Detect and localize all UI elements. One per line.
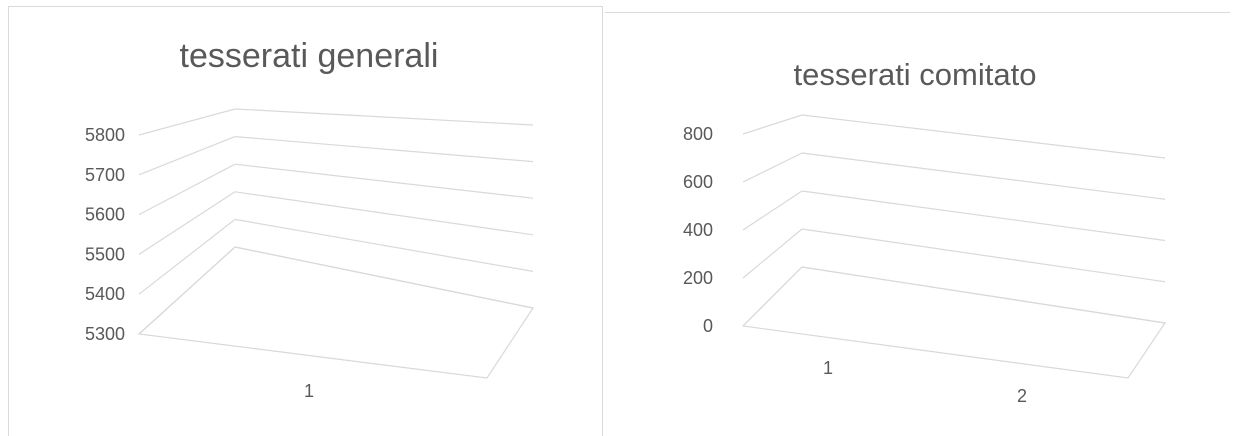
gridline-side bbox=[742, 152, 803, 183]
gridline-side bbox=[138, 191, 236, 255]
chart-floor bbox=[137, 246, 534, 379]
gridline bbox=[234, 246, 534, 309]
gridline bbox=[234, 218, 534, 272]
gridline-side bbox=[742, 114, 803, 135]
gridline-side bbox=[742, 266, 803, 327]
y-tick-label: 5700 bbox=[85, 165, 125, 185]
gridline bbox=[234, 191, 534, 236]
gridline bbox=[234, 163, 534, 199]
gridline-side bbox=[742, 228, 803, 279]
y-tick-label: 5300 bbox=[85, 324, 125, 344]
gridlines bbox=[138, 108, 534, 335]
y-tick-label: 5800 bbox=[85, 125, 125, 145]
y-tick-label: 5600 bbox=[85, 205, 125, 225]
x-axis-ticks: 12 bbox=[823, 358, 1027, 406]
gridline-side bbox=[138, 246, 236, 335]
y-axis-ticks: 0 200 400 600 800 bbox=[683, 124, 713, 336]
y-tick-label: 5500 bbox=[85, 244, 125, 264]
x-tick-label: 2 bbox=[1017, 386, 1027, 406]
chart-title: tesserati comitato bbox=[794, 57, 1037, 92]
gridline bbox=[801, 228, 1166, 283]
chart-panel-left: tesserati generali 5300 5400 5500 5600 5700 5… bbox=[8, 6, 603, 436]
gridline-side bbox=[742, 190, 803, 231]
chart-floor bbox=[741, 266, 1167, 379]
x-tick-label: 1 bbox=[823, 358, 833, 378]
chart-title: tesserati generali bbox=[180, 37, 439, 75]
chart-tesserati-generali: tesserati generali 530054005500560057005… bbox=[85, 37, 534, 401]
gridline bbox=[234, 136, 534, 163]
gridline bbox=[801, 152, 1166, 200]
gridline bbox=[801, 266, 1166, 324]
y-tick-label: 0 bbox=[703, 316, 713, 336]
y-axis-ticks: 5300 5400 5500 5600 5700 5800 bbox=[85, 125, 125, 344]
gridline bbox=[801, 190, 1166, 242]
y-tick-label: 800 bbox=[683, 124, 713, 144]
gridline-side bbox=[138, 163, 236, 216]
gridline-side bbox=[138, 218, 236, 295]
x-axis-ticks: 1 bbox=[304, 381, 314, 401]
gridline-side bbox=[138, 108, 236, 136]
gridlines bbox=[742, 114, 1166, 327]
floor-outline bbox=[741, 266, 1167, 379]
y-tick-label: 5400 bbox=[85, 284, 125, 304]
y-tick-label: 400 bbox=[683, 220, 713, 240]
y-tick-label: 600 bbox=[683, 172, 713, 192]
x-tick-label: 1 bbox=[304, 381, 314, 401]
gridline bbox=[801, 114, 1166, 159]
y-tick-label: 200 bbox=[683, 268, 713, 288]
gridline-side bbox=[138, 136, 236, 176]
gridline bbox=[234, 108, 534, 126]
floor-outline bbox=[137, 246, 534, 379]
